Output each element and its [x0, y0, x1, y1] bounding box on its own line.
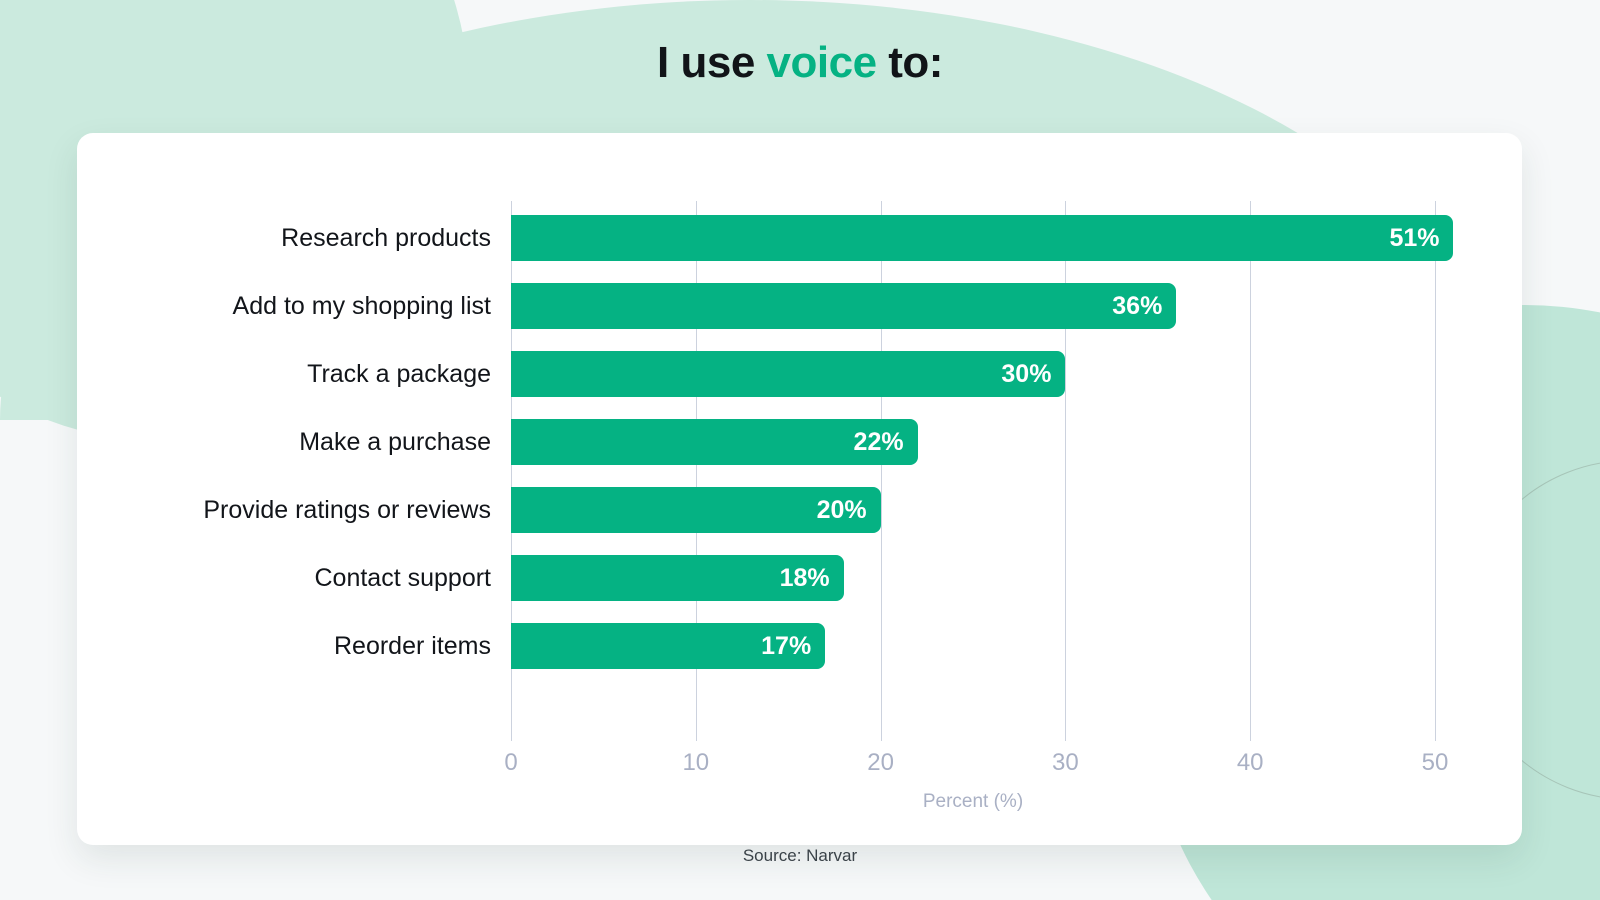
bar-value-label: 30%	[1001, 360, 1052, 388]
chart-title: I use voice to:	[0, 38, 1600, 88]
x-tick-label-50: 50	[1421, 749, 1449, 776]
plot-area: Research products 51% Add to my shopping l…	[203, 201, 1454, 812]
x-tick-label-10: 10	[682, 749, 710, 776]
bar[interactable]	[511, 623, 826, 669]
bar[interactable]	[511, 419, 918, 465]
chart-title-prefix: I use	[657, 38, 767, 87]
gridline-40	[1250, 201, 1252, 741]
gridline-30	[1065, 201, 1067, 741]
gridline-10	[695, 201, 697, 741]
category-label: Contact support	[314, 564, 492, 592]
bar-row: Provide ratings or reviews 20%	[203, 487, 1435, 555]
gridline-20	[880, 201, 882, 741]
x-axis-title: Percent (%)	[922, 791, 1024, 812]
bar-value-label: 36%	[1112, 292, 1163, 320]
chart-card: Research products 51% Add to my shopping l…	[77, 133, 1522, 845]
bar-row: Add to my shopping list 36%	[233, 283, 1435, 351]
chart-title-suffix: to:	[876, 38, 943, 87]
bar-chart: Research products 51% Add to my shopping l…	[77, 133, 1522, 845]
bar-row: Research products 51%	[281, 215, 1454, 283]
gridline-50	[1435, 201, 1436, 741]
category-label: Reorder items	[334, 632, 491, 660]
x-tick-label-20: 20	[867, 749, 894, 776]
bar-value-label: 17%	[761, 632, 812, 660]
bar-row: Make a purchase 22%	[299, 419, 1435, 487]
category-label: Make a purchase	[299, 428, 491, 456]
bar-row: Track a package 30%	[307, 351, 1435, 419]
bar-value-label: 22%	[853, 428, 904, 456]
x-tick-label-30: 30	[1052, 749, 1079, 776]
bar[interactable]	[511, 351, 1066, 397]
bar[interactable]	[511, 283, 1177, 329]
bar-row: Reorder items 17%	[334, 623, 1435, 691]
bar-value-label: 18%	[779, 564, 830, 592]
bar[interactable]	[511, 555, 844, 601]
bar-value-label: 20%	[816, 496, 867, 524]
bar[interactable]	[511, 215, 1454, 261]
x-tick-label-40: 40	[1236, 749, 1264, 776]
source-caption: Source: Narvar	[742, 846, 858, 865]
gridline-0	[511, 201, 512, 741]
bar-value-label: 51%	[1389, 224, 1440, 252]
category-label: Research products	[281, 224, 491, 252]
bar-series: Research products 51% Add to my shopping l…	[203, 215, 1454, 695]
category-label: Provide ratings or reviews	[203, 496, 491, 524]
bar[interactable]	[511, 487, 881, 533]
category-label: Track a package	[307, 360, 491, 388]
x-tick-label-0: 0	[504, 749, 518, 776]
chart-title-accent-word: voice	[766, 38, 878, 87]
category-label: Add to my shopping list	[232, 292, 491, 320]
bar-row: Contact support 18%	[315, 555, 1435, 623]
